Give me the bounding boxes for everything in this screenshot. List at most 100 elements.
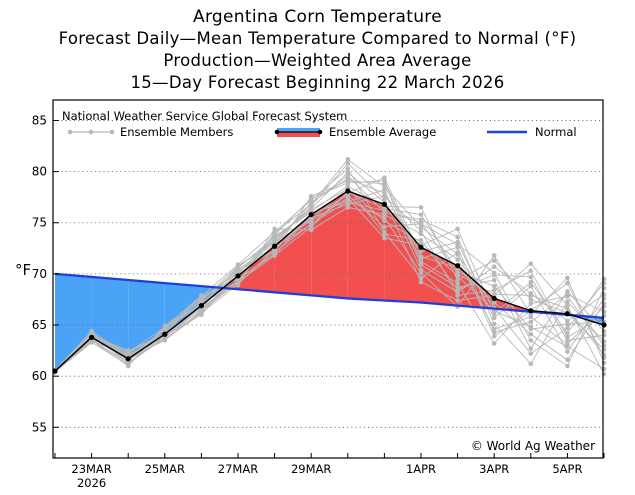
ensemble-member-point <box>162 337 168 342</box>
x-tick-label: 27MAR <box>218 462 258 476</box>
ensemble-average-point <box>125 356 131 362</box>
ensemble-average-point <box>455 263 461 269</box>
ensemble-member-point <box>528 268 534 274</box>
ensemble-member-point <box>345 205 351 210</box>
ensemble-member-point <box>455 298 460 303</box>
ensemble-member-point <box>491 321 497 327</box>
ensemble-member-point <box>601 280 607 286</box>
ensemble-member-point <box>235 280 241 286</box>
below-normal-fill <box>91 276 129 359</box>
legend-average-swatch-below <box>277 128 320 132</box>
ensemble-member-point <box>528 326 534 332</box>
ensemble-member-point <box>601 285 607 291</box>
ensemble-member-point <box>601 292 607 297</box>
legend-average-swatch-dot <box>274 129 280 135</box>
legend-average-swatch-above <box>277 132 320 137</box>
ensemble-member-point <box>272 248 277 253</box>
chart-subtitle-1: Forecast Daily—Mean Temperature Compared… <box>58 29 577 48</box>
ensemble-member-point <box>601 276 607 282</box>
ensemble-member-point <box>199 311 204 317</box>
ensemble-member-point <box>308 206 314 211</box>
ensemble-member-point <box>528 319 534 325</box>
ensemble-member-point <box>199 299 204 304</box>
ensemble-member-point <box>528 331 534 337</box>
ensemble-member-point <box>601 347 607 352</box>
x-tick-label: 3APR <box>479 462 509 476</box>
legend-members-swatch-dot <box>67 129 73 135</box>
ensemble-member-point <box>382 215 387 220</box>
y-tick-label: 70 <box>32 267 47 281</box>
chart-titles: Argentina Corn Temperature Forecast Dail… <box>0 6 635 94</box>
ensemble-member-point <box>601 296 607 301</box>
ensemble-member-point <box>491 341 497 346</box>
ensemble-member-point <box>528 293 534 298</box>
legend-members-swatch-dot <box>88 129 94 135</box>
legend-average-swatch-dot <box>317 129 323 135</box>
ensemble-member-point <box>455 293 460 298</box>
ensemble-member-point <box>162 327 168 333</box>
x-tick-label: 1APR <box>406 462 436 476</box>
ensemble-member-point <box>235 263 241 269</box>
ensemble-member-point <box>565 325 570 331</box>
copyright: © World Ag Weather <box>471 439 595 453</box>
ensemble-member-point <box>601 328 607 334</box>
ensemble-member-point <box>125 348 131 353</box>
ensemble-average-point <box>198 302 204 309</box>
ensemble-average-point <box>52 368 58 374</box>
chart-subtitle-3: 15—Day Forecast Beginning 22 March 2026 <box>130 73 505 92</box>
ensemble-member-point <box>382 184 387 190</box>
ensemble-member-point <box>455 271 460 277</box>
ensemble-member-point <box>345 157 351 162</box>
ensemble-member-point <box>345 166 351 171</box>
legend-source: National Weather Service Global Forecast… <box>62 109 347 123</box>
ensemble-member-point <box>455 244 460 250</box>
normal-line <box>54 272 605 320</box>
ensemble-average-point <box>162 331 168 337</box>
ensemble-member-point <box>565 349 570 354</box>
ensemble-member-point <box>308 217 314 222</box>
ensemble-member-point <box>418 249 424 254</box>
ensemble-member-point <box>308 195 314 201</box>
ensemble-average-point <box>601 322 607 328</box>
ensemble-member-point <box>491 300 497 305</box>
ensemble-member-point <box>528 274 534 280</box>
ensemble-member-point <box>491 272 497 278</box>
ensemble-average-point <box>491 295 497 302</box>
ensemble-member-point <box>565 363 570 369</box>
ensemble-average-point <box>381 201 387 207</box>
ensemble-member-point <box>345 199 351 205</box>
ensemble-member-point <box>455 234 460 240</box>
ensemble-member-point <box>455 226 460 232</box>
x-tick-label: 23MAR <box>71 462 111 476</box>
ensemble-member-point <box>491 283 497 289</box>
legend-normal-label: Normal <box>535 125 577 139</box>
ensemble-member-point <box>455 280 460 286</box>
ensemble-member-point <box>528 351 534 356</box>
ensemble-member-point <box>601 343 607 348</box>
ensemble-member-point <box>308 222 314 228</box>
ensemble-member-point <box>272 233 277 239</box>
x-tick-label: 5APR <box>552 462 582 476</box>
ensemble-member-point <box>565 321 570 327</box>
x-tick-label: 29MAR <box>291 462 331 476</box>
y-tick-label: 55 <box>32 420 47 434</box>
x-tick-label: 25MAR <box>145 462 185 476</box>
ensemble-member-point <box>491 292 497 297</box>
ensemble-member-point <box>491 277 497 283</box>
ensemble-member-point <box>528 261 534 266</box>
ensemble-member-point <box>382 231 387 237</box>
ensemble-member-point <box>345 170 351 175</box>
plot-frame <box>52 99 604 459</box>
ensemble-member-point <box>491 287 497 293</box>
ensemble-member-point <box>418 205 424 210</box>
ensemble-member-point <box>601 360 607 366</box>
ensemble-member-point <box>601 352 607 357</box>
ensemble-member-point <box>418 270 424 276</box>
ensemble-member-point <box>601 371 607 377</box>
ensemble-member-point <box>565 275 570 281</box>
ensemble-member-point <box>382 224 387 230</box>
ensemble-member-point <box>272 226 277 232</box>
ensemble-member-point <box>308 199 314 205</box>
ensemble-member-point <box>455 239 460 245</box>
